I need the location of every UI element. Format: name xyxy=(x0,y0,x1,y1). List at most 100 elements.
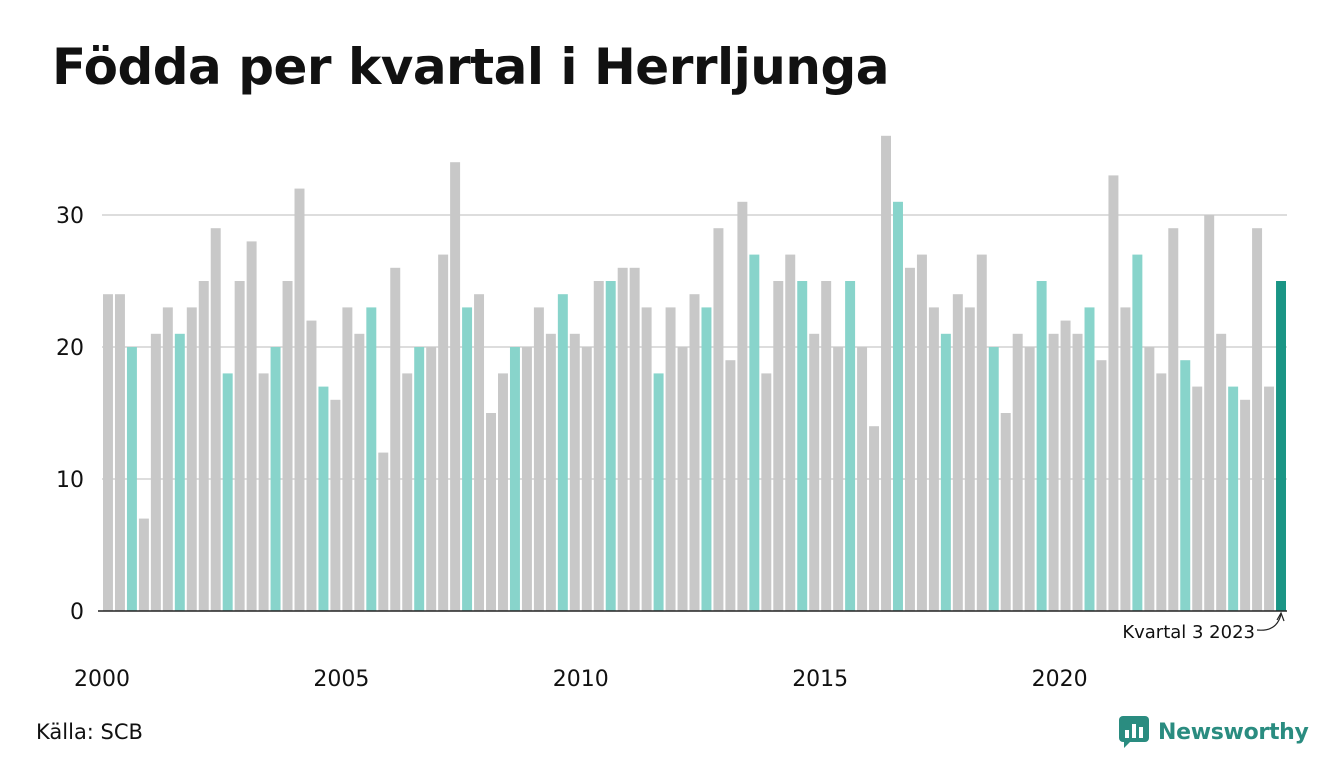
bar xyxy=(222,373,233,611)
bar xyxy=(366,307,377,611)
bar xyxy=(821,281,832,611)
y-tick-label: 10 xyxy=(56,468,84,493)
x-tick-label: 2015 xyxy=(792,667,848,692)
bar xyxy=(1252,228,1263,611)
bar xyxy=(1204,215,1215,611)
bar xyxy=(486,413,496,611)
bar xyxy=(1120,307,1131,611)
bar xyxy=(785,254,796,611)
bar xyxy=(665,307,676,611)
bar xyxy=(126,347,137,611)
bar xyxy=(198,281,209,611)
bar xyxy=(593,281,604,611)
bar xyxy=(713,228,724,611)
y-tick-label: 30 xyxy=(56,204,84,229)
bar xyxy=(1228,386,1239,611)
bar xyxy=(103,294,113,611)
bar xyxy=(916,254,927,611)
bar xyxy=(1036,281,1047,611)
bar xyxy=(581,347,592,611)
x-tick-label: 2000 xyxy=(74,667,130,692)
bar xyxy=(1156,373,1167,611)
bar xyxy=(342,307,353,611)
bar xyxy=(677,347,688,611)
y-tick-label: 20 xyxy=(56,336,84,361)
bar xyxy=(1024,347,1035,611)
bar xyxy=(1084,307,1095,611)
x-tick-label: 2020 xyxy=(1032,667,1088,692)
y-tick-label: 0 xyxy=(70,600,84,625)
bar xyxy=(114,294,125,611)
bar xyxy=(928,307,939,611)
bar xyxy=(426,347,437,611)
bar xyxy=(809,333,820,611)
bar xyxy=(1000,413,1011,611)
bar xyxy=(186,307,197,611)
bar xyxy=(1240,399,1251,611)
bar xyxy=(258,373,269,611)
bar xyxy=(414,347,425,611)
bar-chart: 0 10 20 30 2000 2005 2010 2015 2020 Kvartal 3 2… xyxy=(56,135,1287,692)
bar xyxy=(893,201,903,612)
bar xyxy=(976,254,987,611)
bar xyxy=(354,333,365,611)
x-axis-ticks: 2000 2005 2010 2015 2020 xyxy=(74,667,1088,692)
bar xyxy=(270,347,281,611)
brand-name: Newsworthy xyxy=(1158,719,1309,745)
bar xyxy=(641,307,652,611)
y-axis-ticks: 0 10 20 30 xyxy=(56,204,84,625)
bar xyxy=(390,267,401,611)
bar xyxy=(294,188,305,611)
bar xyxy=(881,135,891,612)
bars xyxy=(103,135,1286,612)
x-tick-label: 2010 xyxy=(553,667,609,692)
bar xyxy=(450,162,461,611)
bar xyxy=(1168,228,1179,611)
bar xyxy=(1012,333,1023,611)
bar xyxy=(833,347,844,611)
bar xyxy=(904,267,915,611)
bar xyxy=(498,373,508,611)
bar xyxy=(330,399,341,611)
bar xyxy=(952,294,963,611)
bar xyxy=(940,333,951,611)
chart-title: Födda per kvartal i Herrljunga xyxy=(52,38,890,96)
bar xyxy=(857,347,868,611)
annotation-label: Kvartal 3 2023 xyxy=(1122,622,1255,643)
bar xyxy=(557,294,568,611)
bar xyxy=(1060,320,1071,611)
bar xyxy=(318,386,329,611)
bar xyxy=(569,333,580,611)
bar xyxy=(234,281,245,611)
bar xyxy=(737,201,748,612)
bar xyxy=(210,228,221,611)
bar xyxy=(282,281,293,611)
bar xyxy=(1072,333,1083,611)
bar xyxy=(617,267,628,611)
bar xyxy=(797,281,808,611)
bar xyxy=(533,307,544,611)
bar xyxy=(474,294,485,611)
brand-logo: Newsworthy xyxy=(1118,715,1309,749)
bar xyxy=(689,294,700,611)
bar xyxy=(1108,175,1119,611)
bar xyxy=(438,254,449,611)
bar xyxy=(1048,333,1059,611)
bar xyxy=(162,307,173,611)
bar xyxy=(509,347,520,611)
source-label: Källa: SCB xyxy=(36,720,143,744)
bar xyxy=(869,426,880,611)
bar xyxy=(1192,386,1203,611)
bar xyxy=(545,333,556,611)
bar xyxy=(138,518,149,611)
bar xyxy=(1216,333,1227,611)
newsworthy-logo-icon xyxy=(1119,716,1149,748)
bar xyxy=(174,333,185,611)
bar xyxy=(988,347,999,611)
bar xyxy=(378,452,389,611)
bar xyxy=(701,307,712,611)
bar xyxy=(749,254,760,611)
bar xyxy=(725,360,736,611)
x-tick-label: 2005 xyxy=(313,667,369,692)
bar xyxy=(402,373,413,611)
